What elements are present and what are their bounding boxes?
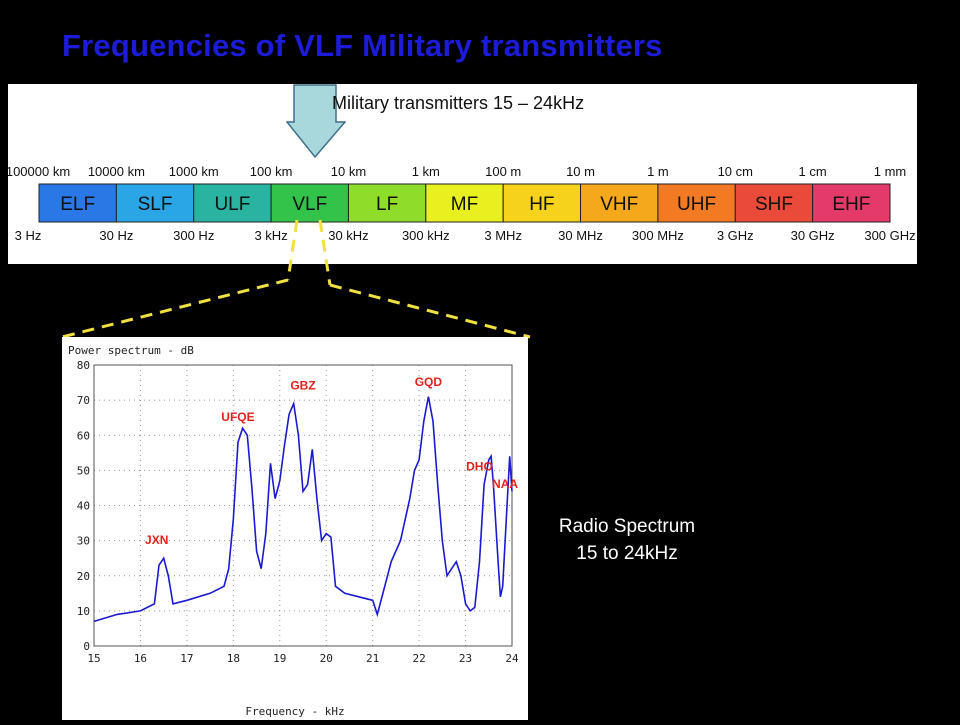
- em-spectrum-panel: [8, 84, 917, 264]
- wavelength-label: 100 m: [485, 164, 521, 179]
- spectrum-line: [93, 396, 513, 623]
- band-label-mf: MF: [451, 194, 478, 215]
- band-label-ehf: EHF: [832, 194, 870, 215]
- wavelength-label: 100 km: [250, 164, 293, 179]
- x-tick-label: 18: [227, 652, 240, 665]
- military-transmitters-label: Military transmitters 15 – 24kHz: [332, 93, 585, 113]
- x-axis-label: Frequency - kHz: [245, 705, 344, 718]
- x-tick-label: 20: [320, 652, 333, 665]
- wavelength-label: 1 km: [412, 164, 440, 179]
- chart-title: Power spectrum - dB: [68, 344, 194, 357]
- wavelength-label: 10 cm: [718, 164, 753, 179]
- y-tick-label: 0: [83, 640, 90, 653]
- x-tick-label: 19: [273, 652, 286, 665]
- frequency-label: 30 MHz: [558, 228, 603, 243]
- down-arrow-icon: [286, 84, 346, 159]
- wavelength-label: 1 cm: [799, 164, 827, 179]
- station-label-gqd: GQD: [415, 375, 443, 389]
- x-tick-label: 15: [87, 652, 100, 665]
- wavelength-label: 1000 km: [169, 164, 219, 179]
- frequency-label: 300 Hz: [173, 228, 214, 243]
- slide-title: Frequencies of VLF Military transmitters: [62, 28, 663, 63]
- station-labels: JXN UFQE GBZ GQD DHO NAA: [145, 375, 518, 547]
- wavelength-label: 10 km: [331, 164, 366, 179]
- station-label-dho: DHO: [466, 459, 493, 473]
- band-mf: [425, 183, 504, 223]
- station-label-naa: NAA: [492, 477, 518, 491]
- band-label-hf: HF: [529, 194, 554, 215]
- y-tick-label: 30: [77, 535, 90, 548]
- band-label-vhf: VHF: [600, 194, 638, 215]
- station-label-ufqe: UFQE: [221, 410, 254, 424]
- plot-frame: [93, 364, 513, 647]
- power-spectrum-chart: Power spectrum - dB 0 10 20 30 40 50 60 70 80 15…: [68, 344, 519, 718]
- x-tick-label: 23: [459, 652, 472, 665]
- wavelength-label: 10 m: [566, 164, 595, 179]
- frequency-label: 30 kHz: [328, 228, 368, 243]
- x-tick-labels: 15 16 17 18 19 20 21 22 23 24: [87, 652, 519, 665]
- frequency-label: 3 GHz: [717, 228, 754, 243]
- band-ulf: [193, 183, 272, 223]
- band-label-slf: SLF: [138, 194, 173, 215]
- y-tick-label: 20: [77, 570, 90, 583]
- band-label-lf: LF: [376, 194, 398, 215]
- x-tick-label: 24: [505, 652, 519, 665]
- wavelength-label: 10000 km: [88, 164, 145, 179]
- x-tick-label: 17: [180, 652, 193, 665]
- y-tick-label: 50: [77, 464, 90, 477]
- y-tick-label: 40: [77, 500, 90, 513]
- band-label-vlf: VLF: [292, 194, 327, 215]
- station-label-gbz: GBZ: [290, 379, 315, 393]
- y-tick-label: 80: [77, 359, 90, 372]
- band-slf: [115, 183, 195, 223]
- x-tick-label: 22: [412, 652, 425, 665]
- y-tick-label: 60: [77, 429, 90, 442]
- band-vhf: [580, 183, 659, 223]
- power-spectrum-panel: Power spectrum - dB 0 10 20 30 40 50 60 70 80 15…: [62, 337, 528, 720]
- wavelength-label: 1 m: [647, 164, 669, 179]
- y-tick-label: 70: [77, 394, 90, 407]
- frequency-label: 30 GHz: [791, 228, 835, 243]
- radio-caption-line2: 15 to 24kHz: [576, 543, 678, 564]
- band-ehf: [812, 183, 891, 223]
- frequency-label: 3 kHz: [254, 228, 287, 243]
- band-label-ulf: ULF: [214, 194, 250, 215]
- band-label-shf: SHF: [755, 194, 793, 215]
- frequency-label: 300 GHz: [864, 228, 915, 243]
- y-tick-label: 10: [77, 605, 90, 618]
- frequency-label: 300 MHz: [632, 228, 684, 243]
- band-hf: [502, 183, 582, 223]
- wavelength-labels: 100000 km 10000 km 1000 km 100 km 10 km 1 km 1…: [8, 164, 906, 179]
- frequency-label: 3 MHz: [484, 228, 522, 243]
- station-label-jxn: JXN: [145, 533, 168, 547]
- band-label-elf: ELF: [60, 194, 95, 215]
- band-uhf: [657, 183, 736, 223]
- wavelength-label: 1 mm: [874, 164, 907, 179]
- y-tick-labels: 0 10 20 30 40 50 60 70 80: [77, 359, 90, 653]
- wavelength-label: 100000 km: [8, 164, 70, 179]
- frequency-label: 300 kHz: [402, 228, 450, 243]
- frequency-labels: 3 Hz 30 Hz 300 Hz 3 kHz 30 kHz 300 kHz 3 MHz 30…: [15, 228, 916, 243]
- band-label-uhf: UHF: [677, 194, 716, 215]
- radio-caption-line1: Radio Spectrum: [558, 516, 696, 537]
- chart-grid: [93, 364, 513, 647]
- em-spectrum-scale: 100000 km 10000 km 1000 km 100 km 10 km 1 km 1…: [8, 164, 916, 243]
- frequency-label: 3 Hz: [15, 228, 42, 243]
- band-lf: [347, 183, 427, 223]
- radio-spectrum-caption: Radio Spectrum 15 to 24kHz: [527, 513, 727, 567]
- frequency-label: 30 Hz: [99, 228, 133, 243]
- x-tick-label: 16: [134, 652, 147, 665]
- band-blocks: ELF SLF ULF VLF LF MF HF VHF UHF SHF EHF: [38, 183, 891, 223]
- band-elf: [38, 183, 117, 223]
- x-tick-label: 21: [366, 652, 379, 665]
